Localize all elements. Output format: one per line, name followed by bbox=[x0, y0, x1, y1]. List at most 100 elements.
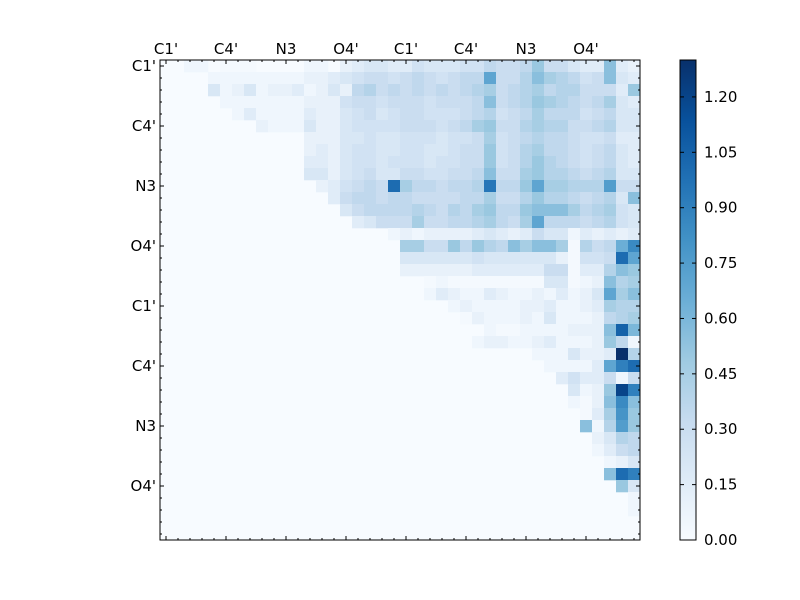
heatmap-cell bbox=[604, 384, 617, 397]
heatmap-cell bbox=[388, 60, 401, 73]
heatmap-cell bbox=[424, 192, 437, 205]
x-tick-label: C1' bbox=[154, 40, 178, 58]
heatmap-cell bbox=[388, 120, 401, 133]
heatmap-cell bbox=[616, 348, 629, 361]
heatmap-cell bbox=[556, 108, 569, 121]
colorbar-ticks: 0.00 0.15 0.30 0.45 0.60 0.75 0.90 1.05 1.20 bbox=[680, 88, 737, 549]
heatmap-cell bbox=[556, 372, 569, 385]
heatmap-cell bbox=[484, 144, 497, 157]
heatmap-cell bbox=[508, 240, 521, 253]
heatmap-cell bbox=[604, 120, 617, 133]
heatmap-cell bbox=[580, 144, 593, 157]
heatmap-cell bbox=[496, 132, 509, 145]
heatmap-cell bbox=[460, 264, 473, 277]
heatmap-cell bbox=[280, 96, 293, 109]
heatmap-cell bbox=[628, 276, 641, 289]
heatmap-cell bbox=[484, 120, 497, 133]
heatmap-cell bbox=[592, 168, 605, 181]
heatmap-cell bbox=[364, 144, 377, 157]
heatmap-cell bbox=[496, 216, 509, 229]
heatmap-cell bbox=[496, 192, 509, 205]
x-tick-label: C1' bbox=[394, 40, 418, 58]
heatmap-cell bbox=[460, 156, 473, 169]
heatmap-cell bbox=[580, 360, 593, 373]
heatmap-cell bbox=[304, 96, 317, 109]
heatmap-cell bbox=[532, 180, 545, 193]
heatmap-cell bbox=[472, 144, 485, 157]
heatmap-cell bbox=[616, 276, 629, 289]
heatmap-cell bbox=[628, 288, 641, 301]
heatmap-cell bbox=[316, 180, 329, 193]
heatmap-cell bbox=[496, 276, 509, 289]
heatmap-cell bbox=[412, 204, 425, 217]
heatmap-cell bbox=[460, 132, 473, 145]
heatmap-cell bbox=[400, 132, 413, 145]
heatmap-cell bbox=[568, 240, 581, 253]
heatmap-cell bbox=[256, 120, 269, 133]
heatmap-cell bbox=[604, 312, 617, 325]
heatmap-cell bbox=[316, 84, 329, 97]
heatmap-cell bbox=[484, 180, 497, 193]
colorbar-tick-label: 1.05 bbox=[704, 143, 737, 161]
heatmap-cell bbox=[352, 60, 365, 73]
heatmap-cell bbox=[556, 192, 569, 205]
heatmap-cell bbox=[340, 168, 353, 181]
heatmap-cell bbox=[412, 132, 425, 145]
heatmap-cell bbox=[460, 204, 473, 217]
heatmap-cell bbox=[544, 144, 557, 157]
heatmap-cell bbox=[628, 480, 641, 493]
heatmap-cell bbox=[532, 168, 545, 181]
heatmap-cell bbox=[628, 204, 641, 217]
heatmap-cell bbox=[592, 396, 605, 409]
heatmap-cell bbox=[412, 84, 425, 97]
heatmap-cell bbox=[340, 120, 353, 133]
heatmap-cell bbox=[556, 156, 569, 169]
heatmap-cell bbox=[484, 84, 497, 97]
heatmap-cell bbox=[328, 120, 341, 133]
heatmap-cell bbox=[628, 300, 641, 313]
heatmap-cell bbox=[472, 288, 485, 301]
heatmap-cell bbox=[544, 180, 557, 193]
heatmap-cell bbox=[484, 72, 497, 85]
heatmap-cell bbox=[532, 324, 545, 337]
heatmap-cell bbox=[496, 240, 509, 253]
heatmap-cell bbox=[592, 240, 605, 253]
heatmap-cell bbox=[616, 132, 629, 145]
heatmap-cell bbox=[628, 372, 641, 385]
heatmap-cell bbox=[496, 72, 509, 85]
heatmap-cell bbox=[460, 60, 473, 73]
heatmap-cell bbox=[556, 216, 569, 229]
heatmap-cell bbox=[412, 228, 425, 241]
heatmap-cell bbox=[388, 132, 401, 145]
heatmap-cell bbox=[628, 324, 641, 337]
heatmap-cell bbox=[544, 120, 557, 133]
heatmap-cell bbox=[580, 204, 593, 217]
heatmap-cell bbox=[532, 264, 545, 277]
heatmap-cell bbox=[460, 276, 473, 289]
heatmap-cell bbox=[340, 204, 353, 217]
heatmap-cell bbox=[316, 156, 329, 169]
heatmap-cell bbox=[412, 192, 425, 205]
heatmap-cell bbox=[628, 180, 641, 193]
heatmap-cell bbox=[436, 180, 449, 193]
heatmap-cell bbox=[352, 120, 365, 133]
heatmap-cell bbox=[316, 108, 329, 121]
heatmap-cell bbox=[412, 144, 425, 157]
heatmap-cell bbox=[424, 96, 437, 109]
heatmap-cell bbox=[292, 120, 305, 133]
heatmap-cell bbox=[316, 168, 329, 181]
y-tick-label: N3 bbox=[135, 417, 156, 435]
heatmap-cell bbox=[508, 144, 521, 157]
heatmap-cell bbox=[496, 252, 509, 265]
heatmap-cell bbox=[568, 60, 581, 73]
heatmap-cell bbox=[568, 360, 581, 373]
heatmap-cell bbox=[604, 84, 617, 97]
heatmap-cell bbox=[628, 468, 641, 481]
heatmap-cell bbox=[316, 120, 329, 133]
heatmap-cell bbox=[604, 444, 617, 457]
heatmap-cell bbox=[592, 192, 605, 205]
heatmap-cell bbox=[364, 216, 377, 229]
heatmap-cell bbox=[628, 120, 641, 133]
heatmap-cell bbox=[340, 96, 353, 109]
heatmap-cell bbox=[304, 108, 317, 121]
